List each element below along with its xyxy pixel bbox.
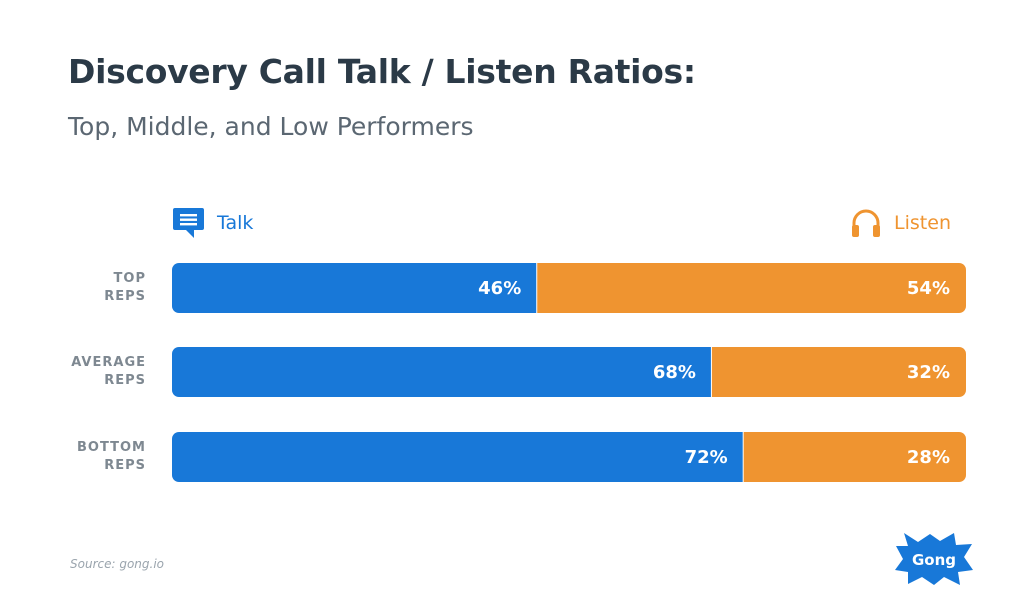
bar-talk-average-reps [172, 347, 712, 397]
svg-text:Gong: Gong [912, 551, 956, 569]
legend-talk: Talk [172, 207, 253, 239]
legend-talk-label: Talk [217, 212, 254, 234]
gong-logo: Gong [895, 533, 973, 585]
value-label-talk-top-reps: 46% [478, 278, 521, 299]
chart-title: Discovery Call Talk / Listen Ratios: [68, 52, 696, 91]
legend-listen: Listen [850, 207, 951, 239]
value-label-listen-average-reps: 32% [907, 362, 950, 383]
legend-listen-label: Listen [894, 212, 951, 234]
value-label-talk-average-reps: 68% [653, 362, 696, 383]
category-label-average-reps: AVERAGE REPS [71, 355, 146, 388]
chart-subtitle: Top, Middle, and Low Performers [68, 112, 474, 141]
bar-talk-bottom-reps [172, 432, 744, 482]
value-label-listen-top-reps: 54% [907, 278, 950, 299]
category-label-bottom-reps: BOTTOM REPS [77, 440, 146, 473]
category-label-top-reps: TOP REPS [104, 271, 146, 304]
value-label-talk-bottom-reps: 72% [685, 447, 728, 468]
bar-listen-bottom-reps [743, 432, 966, 482]
bar-listen-top-reps [537, 263, 966, 313]
bar-listen-average-reps [711, 347, 966, 397]
headphones-icon [850, 208, 882, 238]
chat-bubble-icon [172, 207, 205, 239]
value-label-listen-bottom-reps: 28% [907, 447, 950, 468]
source-note: Source: gong.io [70, 557, 165, 571]
bar-talk-top-reps [172, 263, 538, 313]
